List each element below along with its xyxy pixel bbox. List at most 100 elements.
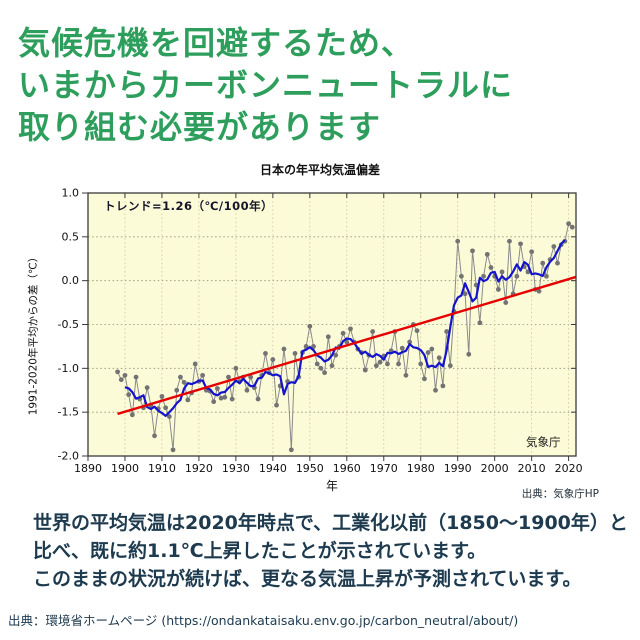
annual-anomaly-dot bbox=[122, 372, 128, 378]
chart-title: 日本の年平均気温偏差 bbox=[259, 163, 380, 177]
annual-anomaly-dot bbox=[540, 260, 546, 266]
annual-anomaly-dot bbox=[192, 361, 198, 367]
annual-anomaly-dot bbox=[551, 244, 557, 249]
annual-anomaly-line bbox=[117, 222, 573, 450]
annual-anomaly-dot bbox=[181, 379, 187, 385]
y-tick-label: -1.5 bbox=[58, 406, 79, 419]
description-line-3: このままの状況が続けば、更なる気温上昇が予測されています。 bbox=[33, 568, 582, 590]
annual-anomaly-dot bbox=[499, 269, 505, 275]
annual-anomaly-dot bbox=[455, 238, 461, 244]
annual-anomaly-dot bbox=[226, 374, 231, 380]
annual-anomaly-dot bbox=[518, 241, 523, 247]
heading-line-2: いまからカーボンニュートラルに bbox=[18, 66, 514, 104]
annual-anomaly-dot bbox=[503, 300, 509, 305]
annual-anomaly-dot bbox=[495, 287, 501, 292]
y-tick-label: 0.5 bbox=[62, 230, 80, 243]
x-tick-label: 1960 bbox=[333, 462, 361, 475]
x-tick-label: 1920 bbox=[185, 462, 213, 475]
annual-anomaly-dot bbox=[362, 367, 368, 373]
annual-anomaly-dot bbox=[488, 265, 494, 270]
description-line-1: 世界の平均気温は2020年時点で、工業化以前（1850～1900年）と bbox=[33, 512, 628, 534]
annual-anomaly-dot bbox=[447, 363, 453, 369]
annual-anomaly-dot bbox=[329, 363, 335, 369]
x-tick-label: 1950 bbox=[296, 462, 324, 475]
annual-anomaly-dot bbox=[569, 224, 575, 230]
x-tick-label: 1990 bbox=[444, 462, 472, 475]
annual-anomaly-dot bbox=[507, 238, 512, 244]
temperature-anomaly-chart: 1890 1900 1910 1920 1930 1940 1950 1960 1970 1980… bbox=[58, 187, 583, 476]
annual-anomaly-dot bbox=[458, 273, 464, 279]
annual-anomaly-dot bbox=[396, 361, 401, 367]
x-tick-label: 2000 bbox=[481, 462, 509, 475]
y-tick-label: 0.0 bbox=[62, 274, 80, 287]
annual-anomaly-dot bbox=[185, 397, 191, 403]
annual-anomaly-dot bbox=[174, 387, 180, 393]
x-tick-label: 1930 bbox=[222, 462, 250, 475]
moving-average-line bbox=[124, 239, 566, 417]
annual-anomaly-dot bbox=[333, 352, 339, 358]
annual-anomaly-dot bbox=[377, 359, 383, 365]
annual-anomaly-dot bbox=[288, 447, 294, 453]
x-tick-label: 1980 bbox=[407, 462, 435, 475]
annual-anomaly-dot bbox=[178, 374, 183, 380]
annual-anomaly-dot bbox=[322, 370, 328, 376]
annual-anomaly-dot bbox=[218, 395, 224, 401]
heading-line-3: 取り組む必要があります bbox=[18, 108, 382, 146]
annual-anomaly-dot bbox=[399, 345, 405, 351]
annual-anomaly-dot bbox=[385, 361, 390, 367]
annual-anomaly-dot bbox=[414, 328, 420, 334]
annual-anomaly-dot bbox=[152, 433, 157, 439]
annual-anomaly-dot bbox=[222, 394, 228, 400]
annual-anomaly-dot bbox=[170, 447, 176, 453]
y-axis-title: 1991-2020年平均からの差（℃） bbox=[27, 251, 40, 416]
annual-anomaly-dot bbox=[403, 372, 409, 378]
annual-anomaly-dot bbox=[373, 363, 379, 369]
annual-anomaly-dot bbox=[118, 377, 124, 383]
annual-anomaly-dot bbox=[244, 387, 250, 393]
annual-anomaly-dot bbox=[159, 393, 165, 399]
annual-anomaly-dot bbox=[255, 396, 261, 402]
annual-anomaly-dot bbox=[407, 339, 413, 345]
annual-anomaly-dot bbox=[133, 374, 139, 380]
trend-line bbox=[117, 275, 577, 416]
x-tick-label: 1900 bbox=[111, 462, 139, 475]
y-tick-label: -2.0 bbox=[58, 450, 79, 463]
annual-anomaly-dot bbox=[555, 260, 560, 266]
annual-anomaly-dot bbox=[440, 383, 446, 389]
annual-anomaly-dot bbox=[418, 361, 424, 367]
annual-anomaly-dot bbox=[211, 399, 217, 405]
annual-anomaly-dot bbox=[433, 387, 438, 393]
x-axis-title: 年 bbox=[325, 479, 338, 493]
annual-anomaly-dot bbox=[481, 273, 486, 279]
annual-anomaly-dot bbox=[436, 355, 442, 361]
annual-anomaly-dot bbox=[314, 361, 320, 367]
annual-anomaly-dot bbox=[429, 346, 435, 352]
annual-anomaly-dot bbox=[200, 372, 206, 378]
x-tick-label: 2010 bbox=[518, 462, 546, 475]
annual-anomaly-dot bbox=[422, 376, 427, 382]
annual-anomaly-dot bbox=[425, 350, 431, 355]
heading-line-1: 気候危機を回避するため、 bbox=[18, 24, 415, 62]
annual-anomaly-dot bbox=[233, 365, 239, 371]
annual-anomaly-dot bbox=[270, 357, 276, 362]
chart-source-label: 出典：気象庁HP bbox=[521, 488, 599, 500]
annual-anomaly-dot bbox=[325, 334, 331, 340]
annual-anomaly-dot bbox=[514, 273, 520, 279]
annual-anomaly-dot bbox=[529, 249, 535, 255]
x-tick-label: 1970 bbox=[370, 462, 398, 475]
annual-anomaly-dot bbox=[115, 369, 120, 375]
annual-anomaly-dot bbox=[292, 351, 298, 356]
annual-anomaly-dot bbox=[307, 323, 313, 329]
annual-anomaly-dot bbox=[477, 320, 483, 326]
description-line-2: 比べ、既に約1.1℃上昇したことが示されています。 bbox=[33, 540, 487, 562]
annual-anomaly-dot bbox=[311, 344, 316, 349]
annual-anomaly-dot bbox=[466, 351, 472, 357]
page-title: 気候危機を回避するため、 いまからカーボンニュートラルに 取り組む必要があります bbox=[18, 22, 513, 148]
trend-annotation: トレンド=1.26（℃/100年） bbox=[104, 199, 274, 213]
annual-anomaly-dot bbox=[344, 339, 350, 345]
y-tick-label: -0.5 bbox=[58, 318, 79, 331]
annual-anomaly-dot bbox=[484, 251, 490, 257]
annual-anomaly-dot bbox=[263, 351, 268, 356]
annual-anomaly-dot bbox=[536, 288, 542, 294]
annual-anomaly-dot bbox=[163, 405, 169, 411]
